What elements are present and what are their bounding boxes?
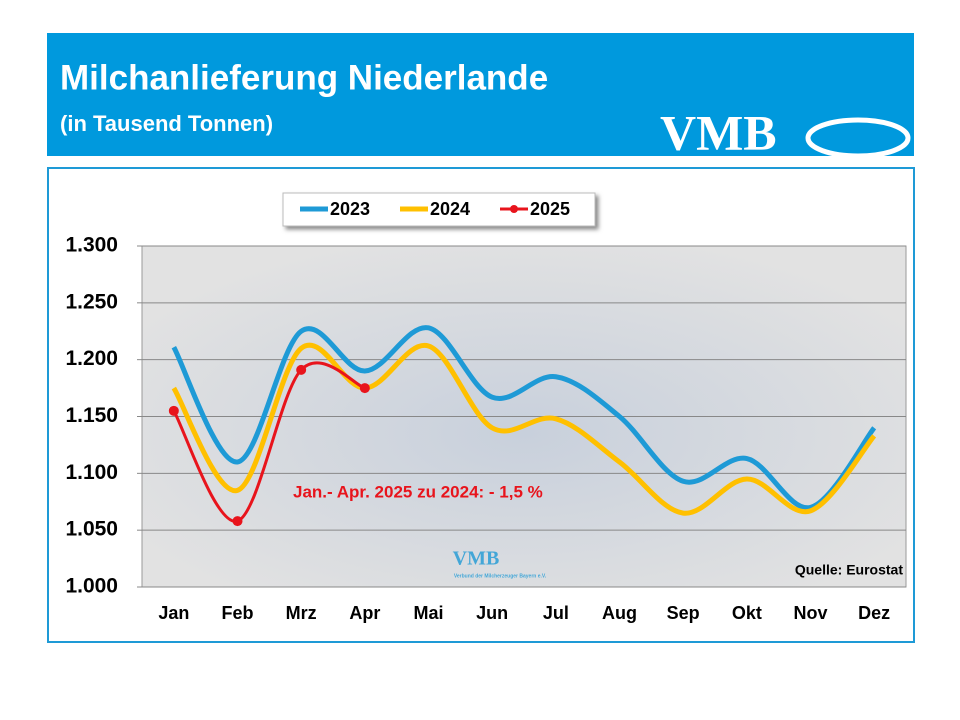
point [168, 405, 179, 416]
header [47, 33, 914, 156]
x-tick-label: Mrz [286, 603, 317, 623]
legend-label: 2024 [430, 199, 470, 219]
logo-swirl [805, 117, 911, 159]
x-tick-label: Sep [667, 603, 700, 623]
y-tick-label: 1.050 [65, 518, 118, 541]
logo: VMB [660, 104, 777, 160]
x-tick-label: Jun [476, 603, 508, 623]
subtitle: (in Tausend Tonnen) [60, 111, 273, 136]
legend-label: 2023 [330, 199, 370, 219]
y-tick-label: 1.250 [65, 290, 118, 313]
point [232, 516, 243, 527]
x-tick-label: Feb [221, 603, 253, 623]
series-line [172, 361, 366, 523]
y-tick-label: 1.150 [65, 404, 118, 427]
x-tick-label: Mai [413, 603, 443, 623]
annotation: Jan.- Apr. 2025 zu 2024: - 1,5 % [293, 482, 543, 501]
x-tick-label: Jan [158, 603, 189, 623]
series-line [171, 325, 877, 510]
x-tick-label: Aug [602, 603, 637, 623]
point [296, 364, 307, 375]
watermark-sub: Verbund der Milcherzeuger Bayern e.V. [454, 573, 547, 579]
x-tick-label: Nov [793, 603, 827, 623]
x-tick-label: Jul [543, 603, 569, 623]
x-tick-label: Apr [349, 603, 380, 623]
y-tick-label: 1.100 [65, 461, 118, 484]
y-tick-label: 1.200 [65, 347, 118, 370]
y-tick-label: 1.300 [65, 234, 118, 257]
point [359, 383, 370, 394]
legend-label: 2025 [530, 199, 570, 219]
series-line [171, 342, 877, 516]
y-tick-label: 1.000 [65, 575, 118, 598]
x-tick-label: Dez [858, 603, 890, 623]
x-tick-label: Okt [732, 603, 762, 623]
source: Quelle: Eurostat [795, 562, 903, 578]
legend [282, 192, 596, 227]
watermark: VMB [453, 548, 500, 570]
legend-marker [510, 205, 518, 213]
title: Milchanlieferung Niederlande [60, 58, 548, 97]
